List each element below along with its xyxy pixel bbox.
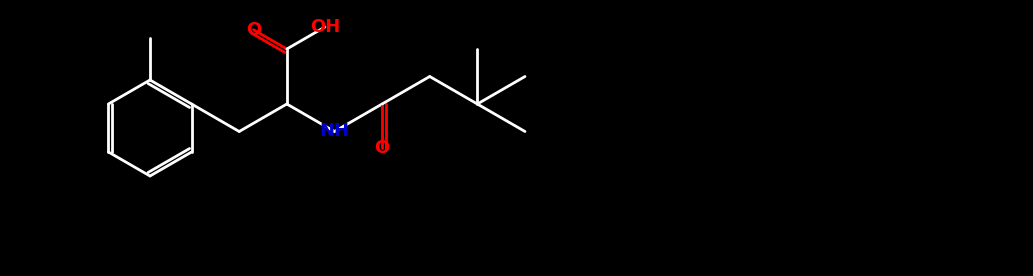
Text: O: O (375, 139, 389, 157)
Text: NH: NH (319, 123, 349, 140)
Text: OH: OH (310, 18, 340, 36)
Text: O: O (246, 21, 261, 39)
